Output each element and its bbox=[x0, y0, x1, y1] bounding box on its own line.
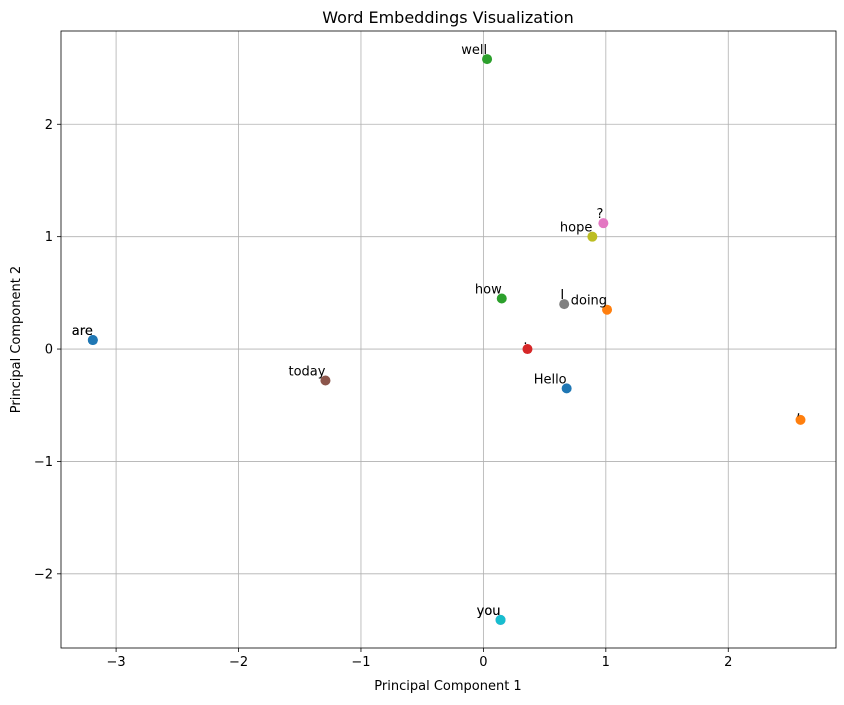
x-axis-label: Principal Component 1 bbox=[374, 679, 521, 694]
y-tick-label: 2 bbox=[45, 118, 53, 133]
x-tick-label: −2 bbox=[229, 655, 248, 670]
data-point bbox=[598, 218, 609, 229]
grid bbox=[61, 31, 836, 648]
point-labels: Hello,how.youtoday?Ihopeyouaredoingwella… bbox=[72, 43, 801, 619]
point-label: you bbox=[477, 604, 501, 619]
data-point bbox=[496, 293, 507, 304]
data-point bbox=[320, 375, 331, 386]
data-point bbox=[522, 344, 533, 355]
point-label: are bbox=[72, 324, 93, 339]
chart-title: Word Embeddings Visualization bbox=[322, 8, 573, 27]
point-label: hope bbox=[560, 221, 592, 236]
data-points bbox=[87, 54, 806, 625]
point-label: , bbox=[796, 404, 800, 419]
x-tick-label: 0 bbox=[479, 655, 487, 670]
data-point bbox=[561, 383, 572, 394]
data-point bbox=[482, 54, 493, 65]
point-label: ? bbox=[596, 207, 603, 222]
point-label: are bbox=[72, 324, 93, 339]
point-label: Hello bbox=[534, 372, 567, 387]
y-tick-label: 1 bbox=[45, 230, 53, 245]
data-point bbox=[602, 304, 613, 315]
x-tick-label: −1 bbox=[351, 655, 370, 670]
axes-frame bbox=[60, 30, 837, 649]
x-tick-label: 2 bbox=[724, 655, 732, 670]
x-tick-label: −3 bbox=[107, 655, 126, 670]
point-label: how bbox=[475, 282, 502, 297]
point-label: . bbox=[523, 333, 527, 348]
point-label: doing bbox=[571, 294, 607, 309]
point-label: today bbox=[288, 365, 325, 380]
point-label: well bbox=[461, 43, 487, 58]
data-point bbox=[87, 335, 98, 346]
y-tick-label: 0 bbox=[45, 343, 53, 358]
y-tick-label: −1 bbox=[34, 455, 53, 470]
x-tick-label: 1 bbox=[602, 655, 610, 670]
data-point bbox=[495, 614, 506, 625]
point-label: I bbox=[560, 288, 564, 303]
data-point bbox=[795, 414, 806, 425]
y-axis-label: Principal Component 2 bbox=[9, 266, 24, 413]
axis-ticks: −3 −2 −1 0 1 2 −2 −1 0 1 2 bbox=[34, 118, 733, 670]
data-point bbox=[587, 231, 598, 242]
data-point bbox=[559, 299, 570, 310]
y-tick-label: −2 bbox=[34, 567, 53, 582]
point-label: you bbox=[477, 604, 501, 619]
